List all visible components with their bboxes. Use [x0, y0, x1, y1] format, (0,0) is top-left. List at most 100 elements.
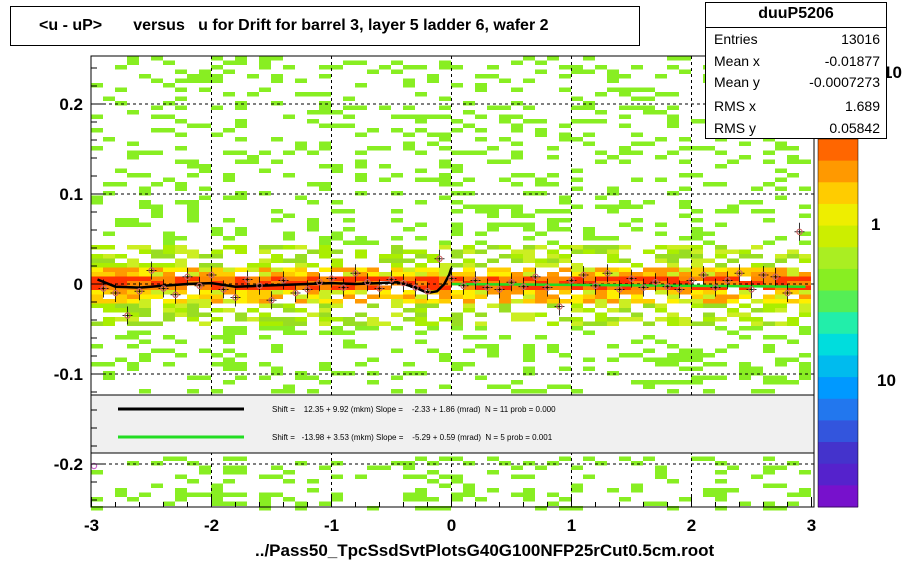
- heatmap-cell: [655, 222, 667, 227]
- heatmap-cell: [571, 65, 583, 70]
- heatmap-cell: [715, 294, 727, 299]
- heatmap-cell: [751, 200, 763, 205]
- heatmap-cell: [235, 119, 247, 124]
- heatmap-cell: [715, 488, 727, 493]
- heatmap-cell: [607, 488, 619, 493]
- heatmap-cell: [487, 74, 499, 79]
- heatmap-cell: [235, 465, 247, 470]
- heatmap-cell: [235, 245, 247, 250]
- heatmap-cell: [283, 65, 295, 70]
- heatmap-cell: [235, 123, 247, 128]
- heatmap-cell: [427, 321, 439, 326]
- heatmap-cell: [751, 321, 763, 326]
- heatmap-cell: [175, 245, 187, 250]
- stats-label: Mean y: [714, 74, 760, 90]
- heatmap-cell: [643, 380, 655, 385]
- heatmap-cell: [451, 474, 463, 479]
- heatmap-cell: [307, 227, 319, 232]
- heatmap-cell: [151, 272, 163, 277]
- fit-legend-box: [90, 394, 815, 454]
- heatmap-cell: [175, 200, 187, 205]
- heatmap-cell: [451, 191, 463, 196]
- heatmap-cell: [679, 353, 691, 358]
- heatmap-cell: [439, 146, 451, 151]
- heatmap-cell: [259, 321, 271, 326]
- heatmap-cell: [667, 299, 679, 304]
- heatmap-cell: [787, 357, 799, 362]
- heatmap-cell: [595, 195, 607, 200]
- heatmap-cell: [139, 330, 151, 335]
- heatmap-cell: [499, 105, 511, 110]
- heatmap-cell: [199, 294, 211, 299]
- heatmap-cell: [223, 366, 235, 371]
- heatmap-cell: [163, 231, 175, 236]
- heatmap-cell: [187, 164, 199, 169]
- heatmap-cell: [607, 357, 619, 362]
- heatmap-cell: [319, 182, 331, 187]
- heatmap-cell: [403, 281, 415, 286]
- heatmap-cell: [499, 267, 511, 272]
- heatmap-cell: [559, 366, 571, 371]
- heatmap-cell: [559, 285, 571, 290]
- heatmap-cell: [415, 497, 427, 502]
- heatmap-cell: [295, 317, 307, 322]
- heatmap-cell: [487, 105, 499, 110]
- heatmap-cell: [559, 65, 571, 70]
- heatmap-cell: [679, 213, 691, 218]
- heatmap-cell: [319, 245, 331, 250]
- heatmap-cell: [487, 353, 499, 358]
- heatmap-cell: [547, 218, 559, 223]
- heatmap-cell: [799, 231, 811, 236]
- heatmap-cell: [547, 155, 559, 160]
- heatmap-cell: [475, 240, 487, 245]
- heatmap-cell: [271, 321, 283, 326]
- heatmap-cell: [727, 312, 739, 317]
- heatmap-cell: [667, 317, 679, 322]
- palette-swatch: [818, 355, 858, 378]
- heatmap-cell: [559, 74, 571, 79]
- heatmap-cell: [295, 276, 307, 281]
- heatmap-cell: [511, 258, 523, 263]
- heatmap-cell: [439, 240, 451, 245]
- heatmap-cell: [559, 137, 571, 142]
- heatmap-cell: [271, 245, 283, 250]
- heatmap-cell: [247, 290, 259, 295]
- heatmap-cell: [427, 506, 439, 511]
- heatmap-cell: [271, 294, 283, 299]
- heatmap-cell: [619, 146, 631, 151]
- profile-point: [100, 285, 107, 292]
- heatmap-cell: [139, 308, 151, 313]
- heatmap-cell: [127, 245, 139, 250]
- heatmap-cell: [91, 200, 103, 205]
- heatmap-cell: [283, 285, 295, 290]
- heatmap-cell: [619, 74, 631, 79]
- heatmap-cell: [631, 353, 643, 358]
- heatmap-cell: [103, 285, 115, 290]
- heatmap-cell: [319, 380, 331, 385]
- heatmap-cell: [547, 182, 559, 187]
- heatmap-cell: [379, 177, 391, 182]
- heatmap-cell: [271, 348, 283, 353]
- heatmap-cell: [499, 294, 511, 299]
- heatmap-cell: [127, 344, 139, 349]
- heatmap-cell: [271, 218, 283, 223]
- heatmap-cell: [127, 362, 139, 367]
- heatmap-cell: [163, 177, 175, 182]
- heatmap-cell: [295, 321, 307, 326]
- heatmap-cell: [535, 191, 547, 196]
- heatmap-cell: [91, 281, 103, 286]
- heatmap-cell: [403, 258, 415, 263]
- heatmap-cell: [475, 150, 487, 155]
- heatmap-cell: [523, 227, 535, 232]
- heatmap-cell: [643, 348, 655, 353]
- heatmap-cell: [307, 182, 319, 187]
- heatmap-cell: [439, 137, 451, 142]
- heatmap-cell: [703, 492, 715, 497]
- heatmap-cell: [103, 308, 115, 313]
- heatmap-cell: [139, 321, 151, 326]
- heatmap-cell: [643, 200, 655, 205]
- heatmap-cell: [187, 294, 199, 299]
- heatmap-cell: [643, 357, 655, 362]
- heatmap-cell: [571, 308, 583, 313]
